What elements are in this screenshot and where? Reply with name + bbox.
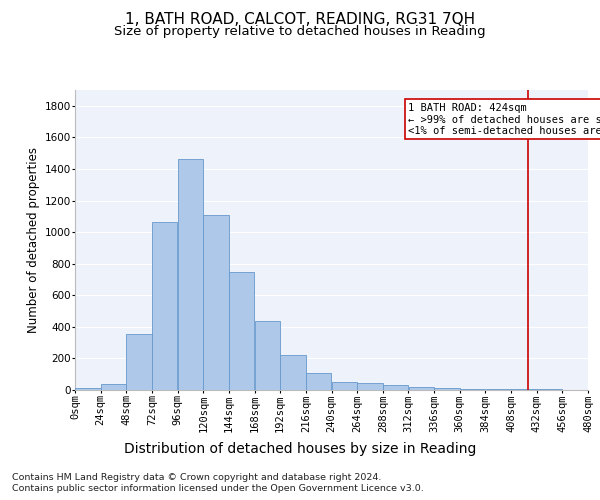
Bar: [434, 388, 460, 390]
Bar: [280, 356, 306, 390]
Bar: [332, 382, 357, 390]
Bar: [460, 389, 485, 390]
Bar: [127, 334, 152, 390]
Text: Contains HM Land Registry data © Crown copyright and database right 2024.: Contains HM Land Registry data © Crown c…: [12, 472, 382, 482]
Bar: [357, 383, 383, 390]
Bar: [229, 272, 254, 390]
Bar: [101, 384, 126, 390]
Text: 1 BATH ROAD: 424sqm
← >99% of detached houses are smaller (5,668)
<1% of semi-de: 1 BATH ROAD: 424sqm ← >99% of detached h…: [409, 102, 600, 136]
Bar: [203, 214, 229, 390]
Text: Contains public sector information licensed under the Open Government Licence v3: Contains public sector information licen…: [12, 484, 424, 493]
Bar: [306, 372, 331, 390]
Bar: [178, 160, 203, 390]
Bar: [485, 389, 511, 390]
Bar: [254, 322, 280, 390]
Bar: [383, 386, 409, 390]
Bar: [537, 389, 562, 390]
Bar: [152, 222, 178, 390]
Text: Size of property relative to detached houses in Reading: Size of property relative to detached ho…: [114, 25, 486, 38]
Bar: [409, 387, 434, 390]
Bar: [75, 388, 101, 390]
Bar: [511, 389, 536, 390]
Y-axis label: Number of detached properties: Number of detached properties: [28, 147, 40, 333]
Text: Distribution of detached houses by size in Reading: Distribution of detached houses by size …: [124, 442, 476, 456]
Text: 1, BATH ROAD, CALCOT, READING, RG31 7QH: 1, BATH ROAD, CALCOT, READING, RG31 7QH: [125, 12, 475, 28]
